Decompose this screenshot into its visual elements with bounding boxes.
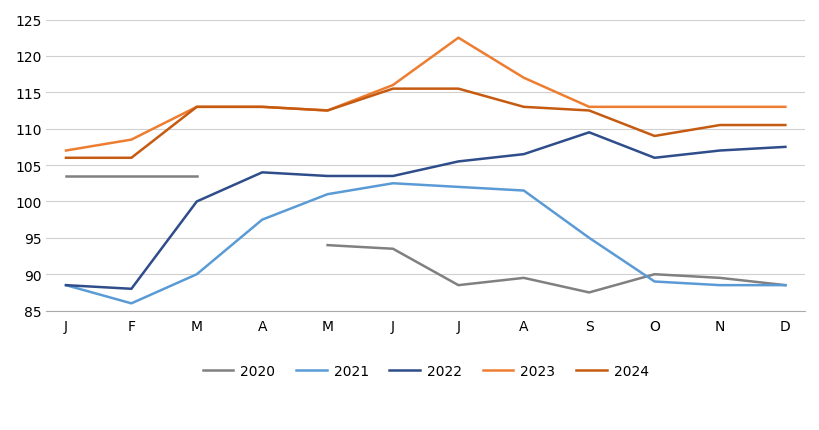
2020 xyxy=(126,174,136,179)
2021 xyxy=(322,192,332,197)
2022 xyxy=(453,160,463,165)
2021 xyxy=(649,279,658,284)
2024 xyxy=(780,123,790,128)
2024 xyxy=(322,109,332,114)
2021 xyxy=(780,283,790,288)
2022 xyxy=(257,170,267,175)
2021 xyxy=(584,236,594,241)
2021 xyxy=(61,283,70,288)
2022 xyxy=(61,283,70,288)
2023 xyxy=(61,149,70,154)
Line: 2021: 2021 xyxy=(66,184,785,304)
2021 xyxy=(387,181,397,187)
2023 xyxy=(649,105,658,110)
2022 xyxy=(780,145,790,150)
2023 xyxy=(192,105,201,110)
2024 xyxy=(714,123,724,128)
2024 xyxy=(126,156,136,161)
2023 xyxy=(257,105,267,110)
2023 xyxy=(126,138,136,143)
2024 xyxy=(61,156,70,161)
2024 xyxy=(584,109,594,114)
2022 xyxy=(649,156,658,161)
2023 xyxy=(584,105,594,110)
2022 xyxy=(126,286,136,292)
2022 xyxy=(584,130,594,135)
2024 xyxy=(192,105,201,110)
2024 xyxy=(257,105,267,110)
2021 xyxy=(518,188,528,194)
2021 xyxy=(714,283,724,288)
2023 xyxy=(518,76,528,81)
2023 xyxy=(387,83,397,89)
2024 xyxy=(387,87,397,92)
2020 xyxy=(61,174,70,179)
2021 xyxy=(192,272,201,277)
2024 xyxy=(453,87,463,92)
2020 xyxy=(192,174,201,179)
2023 xyxy=(780,105,790,110)
Line: 2022: 2022 xyxy=(66,133,785,289)
2022 xyxy=(387,174,397,179)
2023 xyxy=(322,109,332,114)
Legend: 2020, 2021, 2022, 2023, 2024: 2020, 2021, 2022, 2023, 2024 xyxy=(197,359,654,384)
2024 xyxy=(649,134,658,139)
Line: 2023: 2023 xyxy=(66,39,785,151)
2021 xyxy=(126,301,136,306)
2024 xyxy=(518,105,528,110)
2022 xyxy=(714,149,724,154)
2023 xyxy=(453,36,463,41)
2022 xyxy=(518,152,528,157)
2023 xyxy=(714,105,724,110)
2022 xyxy=(192,200,201,205)
2022 xyxy=(322,174,332,179)
2021 xyxy=(257,218,267,223)
Line: 2024: 2024 xyxy=(66,89,785,158)
2021 xyxy=(453,185,463,190)
